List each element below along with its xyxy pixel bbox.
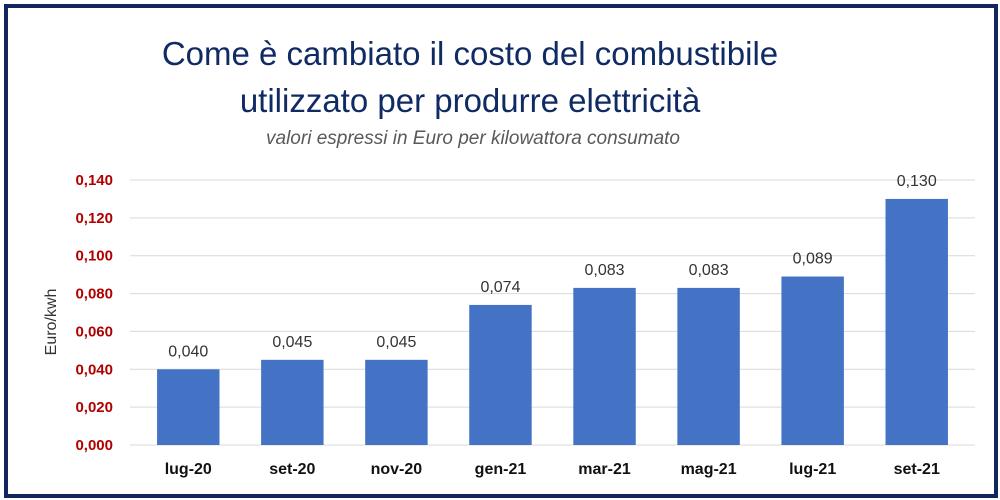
- x-tick-label: set-21: [894, 461, 940, 478]
- y-axis-ticks: 0,000 0,020 0,040 0,060 0,080 0,100 0,120 0,140: [75, 172, 113, 454]
- chart-title-line2: utilizzato per produrre elettricità: [239, 82, 701, 119]
- chart-title: Come è cambiato il costo del combustibil…: [0, 30, 940, 124]
- data-label: 0,083: [689, 262, 729, 279]
- data-labels: 0,040 0,045 0,045 0,074 0,083 0,083 0,089 0,130: [168, 173, 937, 360]
- bar-mag-21: [677, 287, 740, 445]
- chart-subtitle: valori espressi in Euro per kilowattora …: [266, 128, 680, 149]
- x-tick-label: set-20: [269, 461, 315, 478]
- data-label: 0,130: [897, 173, 937, 190]
- data-label: 0,074: [480, 279, 520, 296]
- y-tick-label: 0,040: [75, 361, 113, 378]
- x-tick-label: lug-21: [789, 461, 836, 478]
- data-label: 0,045: [272, 334, 312, 351]
- y-tick-label: 0,100: [75, 248, 113, 265]
- x-tick-label: lug-20: [165, 461, 212, 478]
- bar-set-21: [885, 198, 948, 445]
- gridlines: [130, 179, 975, 446]
- data-label: 0,083: [585, 262, 625, 279]
- data-label: 0,045: [376, 334, 416, 351]
- bar-set-20: [261, 359, 324, 445]
- x-tick-label: gen-21: [475, 461, 527, 478]
- y-tick-label: 0,120: [75, 210, 113, 227]
- y-tick-label: 0,060: [75, 323, 113, 340]
- x-tick-label: mar-21: [578, 461, 631, 478]
- bar-mar-21: [573, 287, 636, 445]
- y-axis-label: Euro/kwh: [43, 289, 60, 356]
- y-tick-label: 0,080: [75, 286, 113, 303]
- data-label: 0,089: [793, 251, 833, 268]
- bars: [157, 198, 948, 445]
- data-label: 0,040: [168, 343, 208, 360]
- y-tick-label: 0,020: [75, 399, 113, 416]
- bar-lug-21: [781, 276, 844, 445]
- y-tick-label: 0,140: [75, 172, 113, 189]
- y-tick-label: 0,000: [75, 437, 113, 454]
- bar-lug-20: [157, 369, 220, 445]
- x-axis-ticks: lug-20 set-20 nov-20 gen-21 mar-21 mag-21 lug-…: [165, 461, 940, 478]
- x-tick-label: mag-21: [681, 461, 737, 478]
- bar-nov-20: [365, 359, 428, 445]
- chart-title-line1: Come è cambiato il costo del combustibil…: [161, 35, 779, 72]
- x-tick-label: nov-20: [371, 461, 423, 478]
- bar-gen-21: [469, 304, 532, 445]
